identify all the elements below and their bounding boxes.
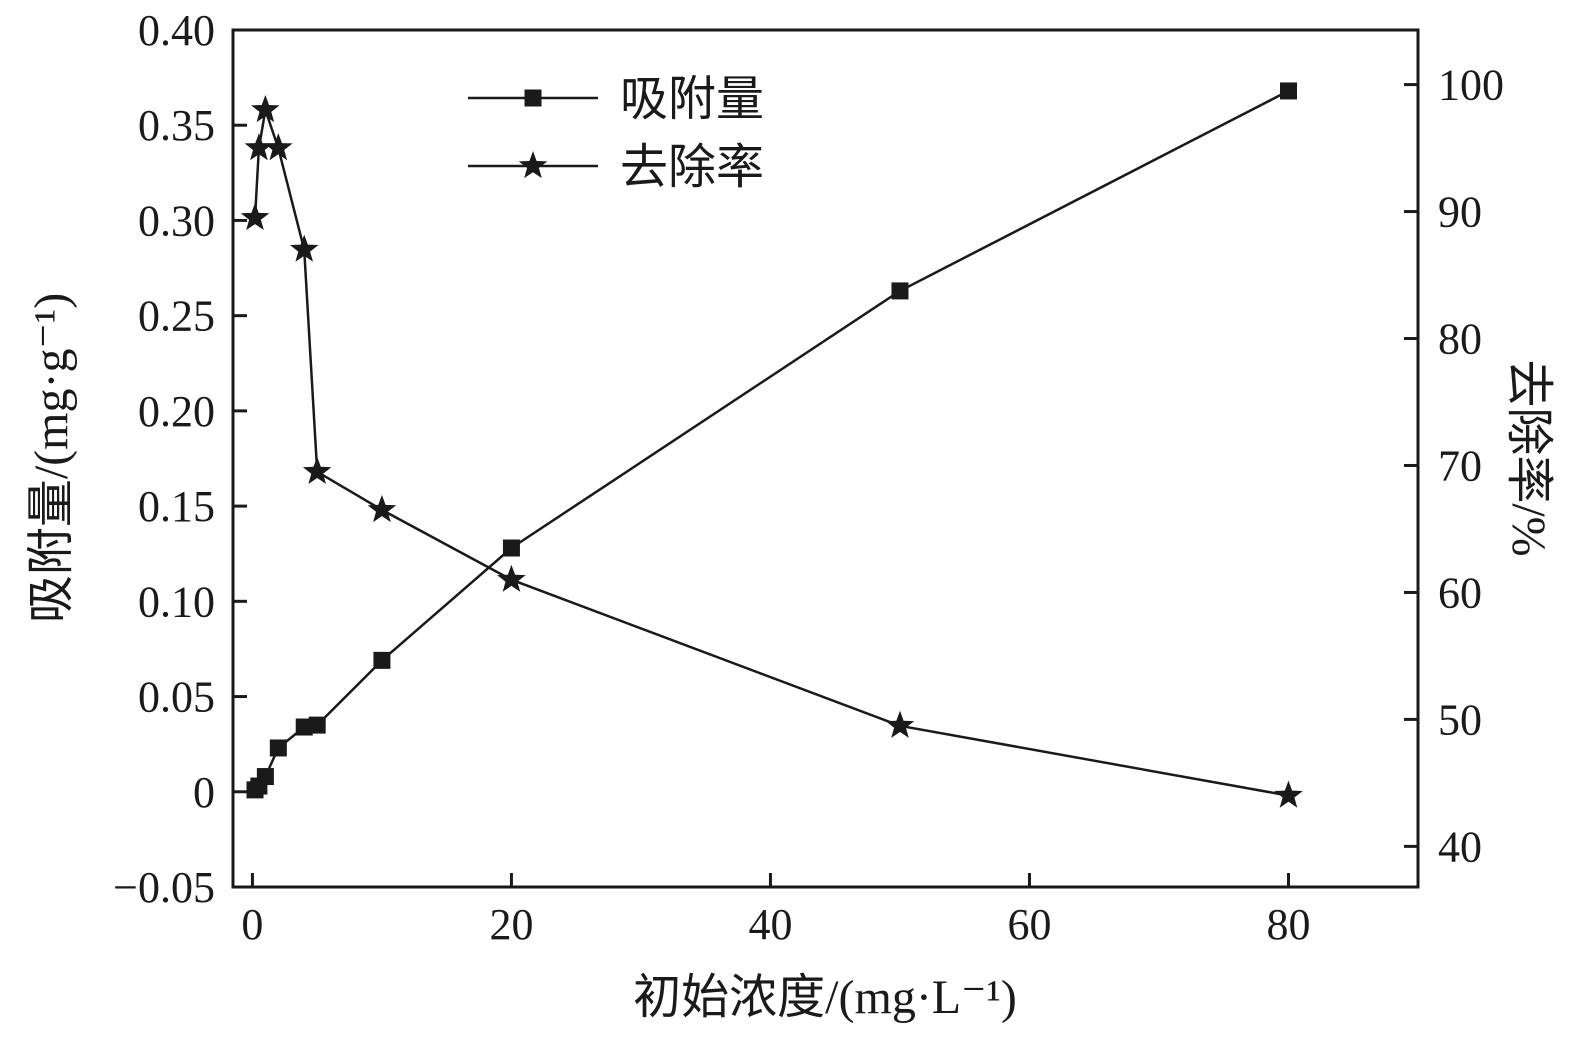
- left-tick-label: 0.35: [138, 101, 215, 150]
- data-point-marker-star: [290, 234, 319, 262]
- right-tick-label: 100: [1438, 61, 1504, 110]
- left-tick-label: 0.30: [138, 196, 215, 245]
- series-adsorption: [246, 82, 1297, 799]
- data-point-marker-star: [264, 133, 293, 161]
- data-point-marker-square: [524, 89, 542, 107]
- series-removal: [240, 95, 1303, 808]
- x-tick-label: 80: [1266, 900, 1310, 949]
- plot-frame: [231, 28, 1420, 889]
- left-tick-label: 0.20: [138, 387, 215, 436]
- right-tick-label: 40: [1438, 822, 1482, 871]
- right-tick-label: 70: [1438, 441, 1482, 490]
- right-tick-label: 50: [1438, 695, 1482, 744]
- x-tick-label: 0: [241, 900, 263, 949]
- data-point-marker-square: [373, 651, 391, 669]
- data-point-marker-star: [302, 456, 332, 484]
- left-tick-label: 0.15: [138, 482, 215, 531]
- data-point-marker-star: [240, 202, 270, 230]
- x-tick-label: 40: [748, 900, 792, 949]
- data-point-marker-square: [1279, 82, 1297, 100]
- x-tick-label: 20: [489, 900, 533, 949]
- data-point-marker-star: [497, 564, 526, 592]
- left-tick-label: 0: [193, 768, 215, 817]
- data-point-marker-star: [244, 133, 274, 161]
- legend-label: 去除率: [620, 141, 764, 194]
- data-point-marker-square: [295, 718, 313, 736]
- data-point-marker-square: [308, 716, 326, 734]
- right-tick-label: 90: [1438, 188, 1482, 237]
- left-tick-label: −0.05: [113, 863, 215, 912]
- data-point-marker-star: [1274, 780, 1303, 808]
- series-line: [253, 109, 1289, 797]
- data-point-marker-star: [367, 494, 397, 523]
- data-point-marker-square: [502, 539, 520, 557]
- left-tick-label: 0.10: [138, 577, 215, 626]
- right-tick-label: 80: [1438, 315, 1482, 364]
- left-axis-title: 吸附量/(mg·g⁻¹): [25, 292, 78, 624]
- right-tick-label: 60: [1438, 568, 1482, 617]
- data-point-marker-star: [518, 151, 548, 179]
- data-point-marker-star: [251, 95, 280, 123]
- data-point-marker-square: [269, 739, 287, 757]
- right-axis-title: 去除率/%: [1502, 359, 1555, 557]
- x-tick-label: 60: [1007, 900, 1051, 949]
- x-axis-title: 初始浓度/(mg·L⁻¹): [633, 971, 1017, 1024]
- legend-label: 吸附量: [620, 73, 764, 126]
- data-point-marker-star: [885, 710, 915, 738]
- left-tick-label: 0.05: [138, 673, 215, 722]
- data-point-marker-square: [891, 282, 909, 300]
- left-tick-label: 0.40: [138, 6, 215, 55]
- series-line: [254, 89, 1290, 791]
- data-point-marker-square: [256, 768, 274, 786]
- left-tick-label: 0.25: [138, 292, 215, 341]
- axis-ticks: 0 20 40 60 80 0.40 0.35 0.30 0.25 0.20 0.15 0.10 0.0…: [113, 6, 1504, 949]
